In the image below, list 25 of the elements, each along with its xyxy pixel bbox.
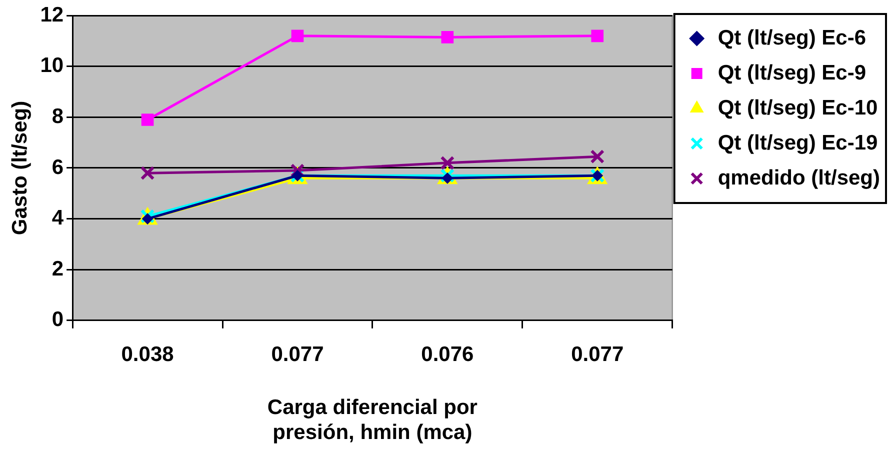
- y-tick-label: 2: [52, 257, 64, 280]
- point: [141, 114, 154, 126]
- y-tick-label: 6: [52, 156, 64, 179]
- legend-label: qmedido (lt/seg): [718, 166, 880, 190]
- legend-label: Qt (lt/seg) Ec-6: [718, 26, 866, 50]
- y-tick-label: 12: [40, 3, 64, 26]
- x-tick-label: 0.038: [121, 342, 174, 366]
- point: [440, 156, 455, 170]
- x-tick-label: 0.077: [571, 342, 624, 366]
- y-tick-label: 8: [52, 104, 64, 128]
- y-tick-label: 0: [52, 308, 64, 332]
- y-tick-label: 4: [52, 206, 64, 230]
- x-axis-title: Carga diferencial por presión, hmin (mca): [267, 396, 478, 444]
- y-tick-label: 10: [40, 54, 64, 78]
- point: [140, 166, 155, 180]
- y-axis-title: Gasto (lt/seg): [8, 100, 32, 236]
- point: [441, 31, 454, 44]
- x-tick-label: 0.077: [271, 342, 324, 366]
- legend-label: Qt (lt/seg) Ec-9: [718, 61, 866, 84]
- legend-label: Qt (lt/seg) Ec-10: [718, 96, 878, 120]
- x-tick-label: 0.076: [421, 342, 474, 366]
- legend-label: Qt (lt/seg) Ec-19: [718, 131, 878, 154]
- point: [591, 30, 604, 42]
- point: [291, 30, 304, 42]
- point: [590, 149, 605, 164]
